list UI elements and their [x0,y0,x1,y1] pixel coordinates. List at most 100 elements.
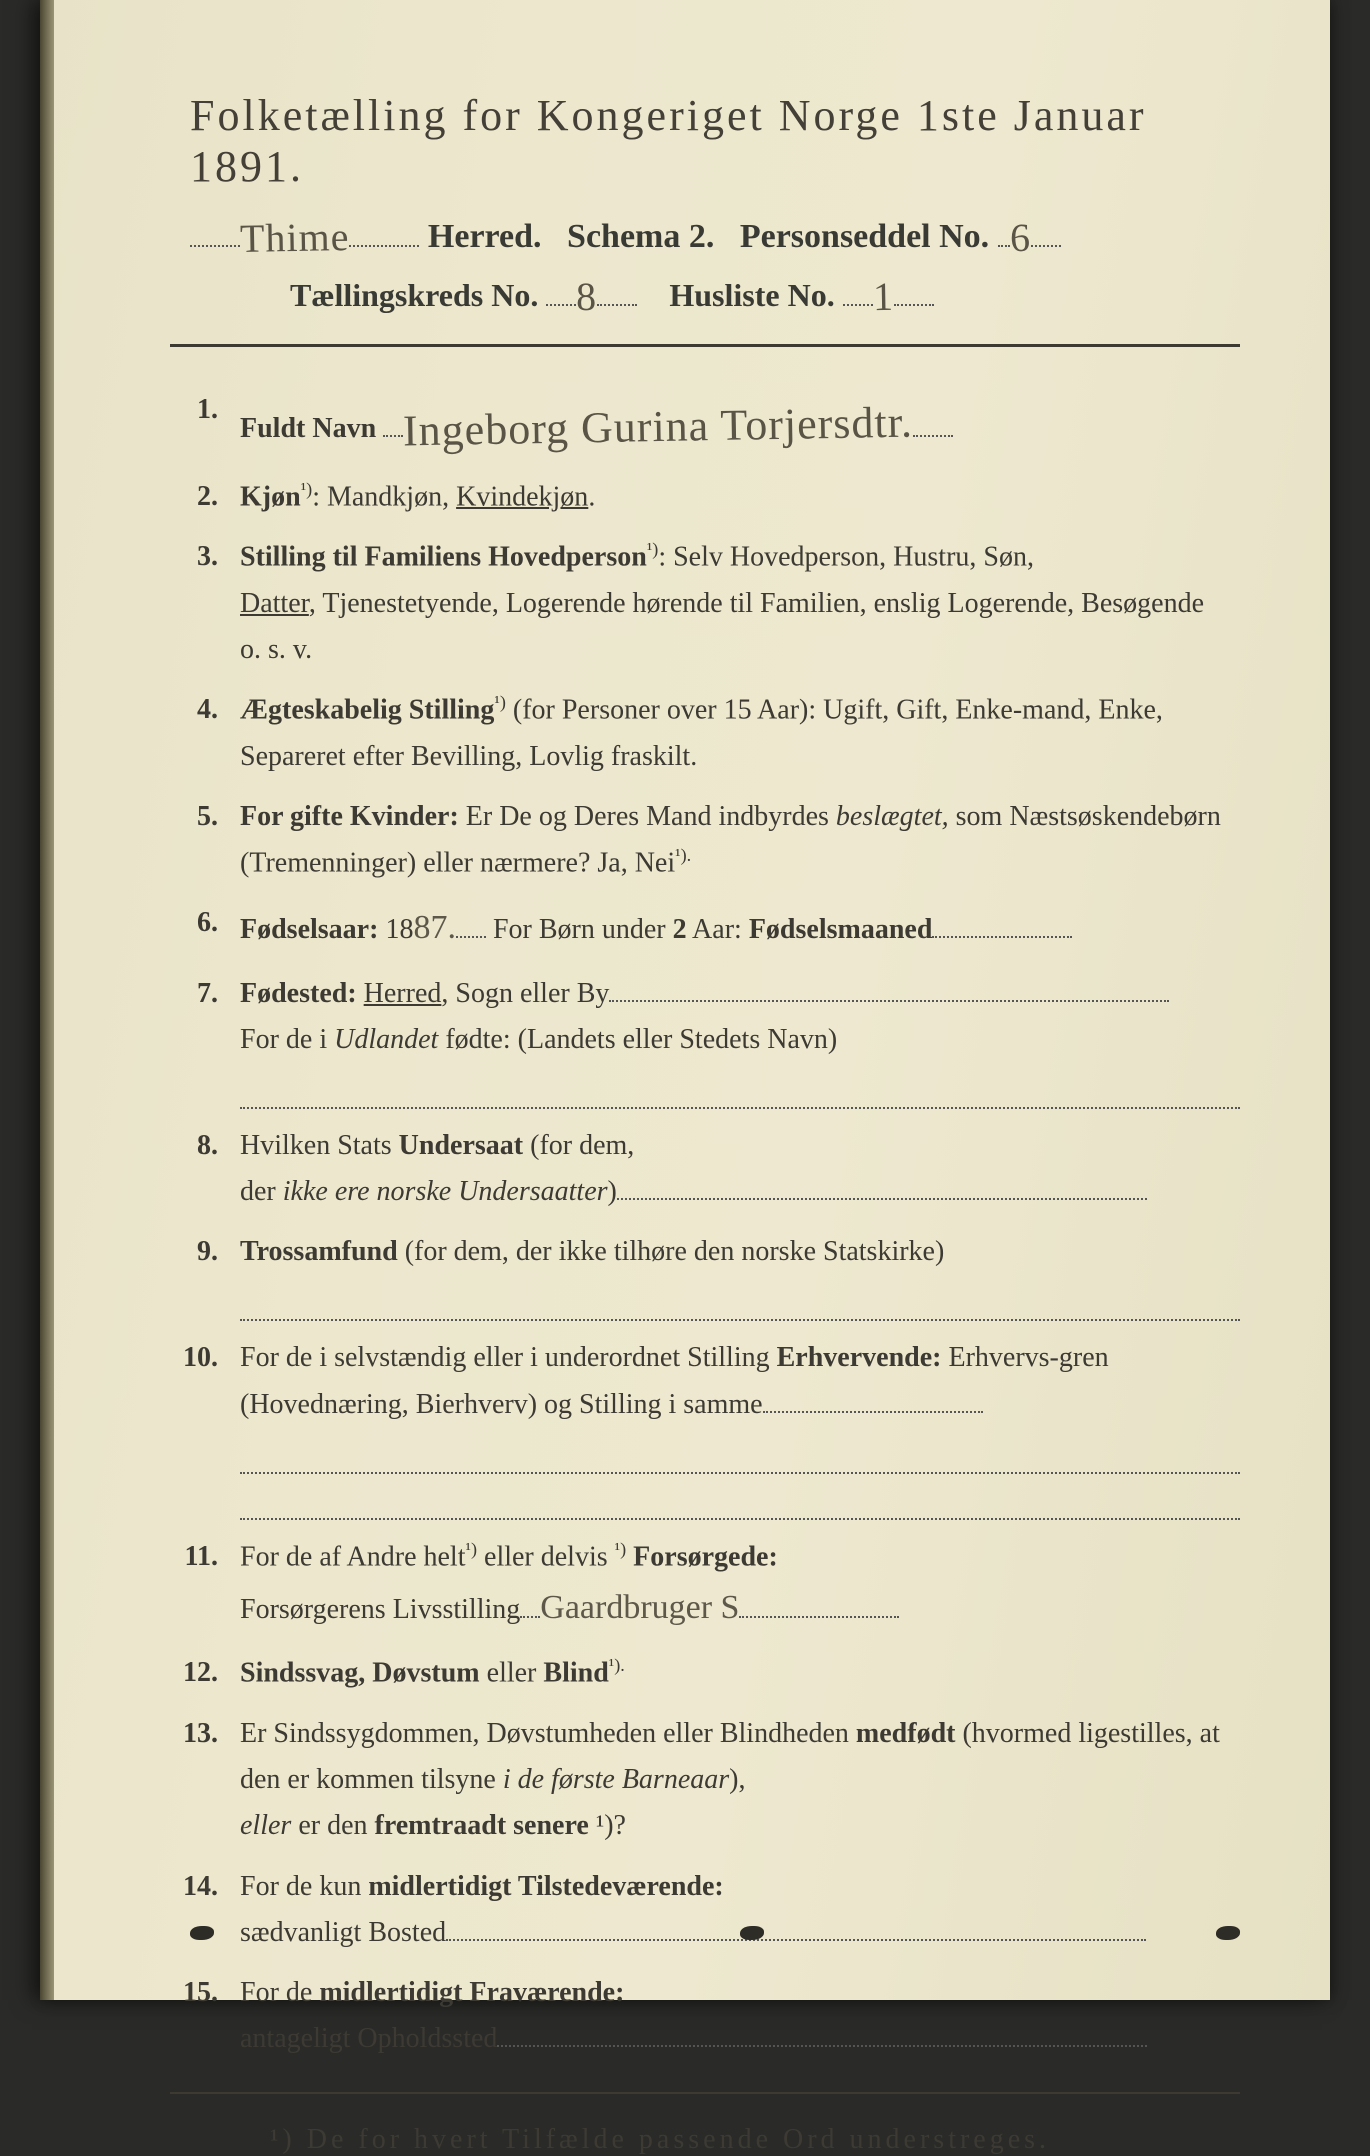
ink-blot [740,1926,764,1940]
field-bold: 2 [673,914,687,945]
field-italic: beslægtet, [836,801,949,832]
item-13: 13. Er Sindssygdommen, Døvstumheden elle… [170,1711,1240,1850]
subtitle-line-1: Thime Herred. Schema 2. Personseddel No.… [190,210,1240,257]
item-body: Fuldt Navn Ingeborg Gurina Torjersdtr. [240,387,1240,460]
field-text: eller [480,1658,544,1689]
item-body: Fødselsaar: 1887. For Børn under 2 Aar: … [240,900,1240,956]
ink-blot [190,1926,214,1940]
field-text: 18 [378,914,413,945]
item-num: 7. [170,971,240,1109]
field-italic: eller [240,1810,291,1841]
taellingskreds-label: Tællingskreds No. [290,277,538,313]
item-body: Sindssvag, Døvstum eller Blind¹). [240,1650,1240,1697]
item-body: For de midlertidigt Fraværende: antageli… [240,1970,1240,2062]
census-form-page: Folketælling for Kongeriget Norge 1ste J… [40,0,1330,2000]
item-num: 3. [170,534,240,673]
field-label: fremtraadt senere [375,1810,589,1841]
item-num: 12. [170,1650,240,1697]
item-body: Fødested: Herred, Sogn eller By For de i… [240,971,1240,1109]
footnote-ref: ¹) [301,479,313,499]
field-text: eller delvis [477,1541,615,1572]
field-text: fødte: (Landets eller Stedets Navn) [438,1024,837,1055]
field-label: Kjøn [240,481,301,512]
item-14: 14. For de kun midlertidigt Tilstedevære… [170,1864,1240,1956]
field-text: Hvilken Stats [240,1130,399,1161]
field-label: midlertidigt Fraværende: [319,1977,624,2008]
field-label: Stilling til Familiens Hovedperson [240,541,647,572]
field-text: : Selv Hovedperson, Hustru, Søn, [658,541,1034,572]
field-label: Fødested: [240,978,357,1009]
field-text: (for dem, der ikke tilhøre den norske St… [398,1236,945,1267]
item-11: 11. For de af Andre helt¹) eller delvis … [170,1534,1240,1637]
field-text: antageligt Opholdssted [240,2023,497,2054]
selected-option: Kvindekjøn [456,481,588,512]
field-label: Fuldt Navn [240,413,376,444]
divider-bottom [170,2092,1240,2094]
field-text: For de i [240,1024,334,1055]
blank-line [240,1432,1240,1474]
field-italic: i de første Barneaar [503,1764,729,1795]
field-text: , Sogn eller By [441,978,609,1009]
item-body: Er Sindssygdommen, Døvstumheden eller Bl… [240,1711,1240,1850]
footnote-text: ¹) De for hvert Tilfælde passende Ord un… [270,2124,1240,2156]
selected-option: Datter [240,588,309,619]
birthyear-handwritten: 87. [413,900,456,956]
provider-handwritten: Gaardbruger S [540,1580,739,1636]
field-text: Er De og Deres Mand indbyrdes [459,801,836,832]
field-text: er den [291,1810,374,1841]
item-num: 1. [170,387,240,460]
item-4: 4. Ægteskabelig Stilling¹) (for Personer… [170,687,1240,780]
field-label: Trossamfund [240,1236,398,1267]
field-text: der [240,1176,283,1207]
item-12: 12. Sindssvag, Døvstum eller Blind¹). [170,1650,1240,1697]
item-body: Stilling til Familiens Hovedperson¹): Se… [240,534,1240,673]
item-num: 9. [170,1229,240,1321]
personseddel-label: Personseddel No. [740,218,989,255]
item-num: 11. [170,1534,240,1637]
personseddel-no: 6 [1009,214,1031,261]
divider-top [170,344,1240,347]
field-label: For gifte Kvinder: [240,801,459,832]
herred-label: Herred. [428,218,542,255]
item-3: 3. Stilling til Familiens Hovedperson¹):… [170,534,1240,673]
item-num: 15. [170,1970,240,2062]
field-label: Fødselsaar: [240,914,378,945]
item-6: 6. Fødselsaar: 1887. For Børn under 2 Aa… [170,900,1240,956]
item-1: 1. Fuldt Navn Ingeborg Gurina Torjersdtr… [170,387,1240,460]
field-label: midlertidigt Tilstedeværende: [368,1871,723,1902]
blank-line [240,1279,1240,1321]
footnote-ref: ¹) [466,1539,478,1559]
item-2: 2. Kjøn¹): Mandkjøn, Kvindekjøn. [170,474,1240,521]
field-text: For de i selvstændig eller i underordnet… [240,1342,777,1373]
field-text: For de af Andre helt [240,1541,466,1572]
item-body: For de i selvstændig eller i underordnet… [240,1335,1240,1519]
book-spine [40,0,54,2000]
item-7: 7. Fødested: Herred, Sogn eller By For d… [170,971,1240,1109]
field-label: Forsørgede: [626,1541,778,1572]
item-num: 4. [170,687,240,780]
husliste-no: 1 [872,273,894,320]
name-handwritten: Ingeborg Gurina Torjersdtr. [403,387,914,468]
item-num: 2. [170,474,240,521]
item-num: 14. [170,1864,240,1956]
blank-line [240,1067,1240,1109]
schema-label: Schema 2. [567,218,714,255]
item-num: 10. [170,1335,240,1519]
field-text: Forsørgerens Livsstilling [240,1594,520,1625]
form-header: Folketælling for Kongeriget Norge 1ste J… [190,90,1240,316]
field-text: o. s. v. [240,634,312,665]
field-label: Erhvervende: [777,1342,942,1373]
field-text: Aar: [687,914,749,945]
item-body: Hvilken Stats Undersaat (for dem, der ik… [240,1123,1240,1215]
herred-handwritten: Thime [240,213,350,262]
item-body: For de af Andre helt¹) eller delvis ¹) F… [240,1534,1240,1637]
field-italic: ikke ere norske Undersaatter [283,1176,608,1207]
field-text: , Tjenestetyende, Logerende hørende til … [309,588,1204,619]
blank-line [240,1478,1240,1520]
footnote-ref: ¹) [647,539,659,559]
footnote-ref: ¹) [615,1539,627,1559]
ink-blot [1216,1926,1240,1940]
field-text: sædvanligt Bosted [240,1917,446,1948]
item-15: 15. For de midlertidigt Fraværende: anta… [170,1970,1240,2062]
item-5: 5. For gifte Kvinder: Er De og Deres Man… [170,794,1240,887]
